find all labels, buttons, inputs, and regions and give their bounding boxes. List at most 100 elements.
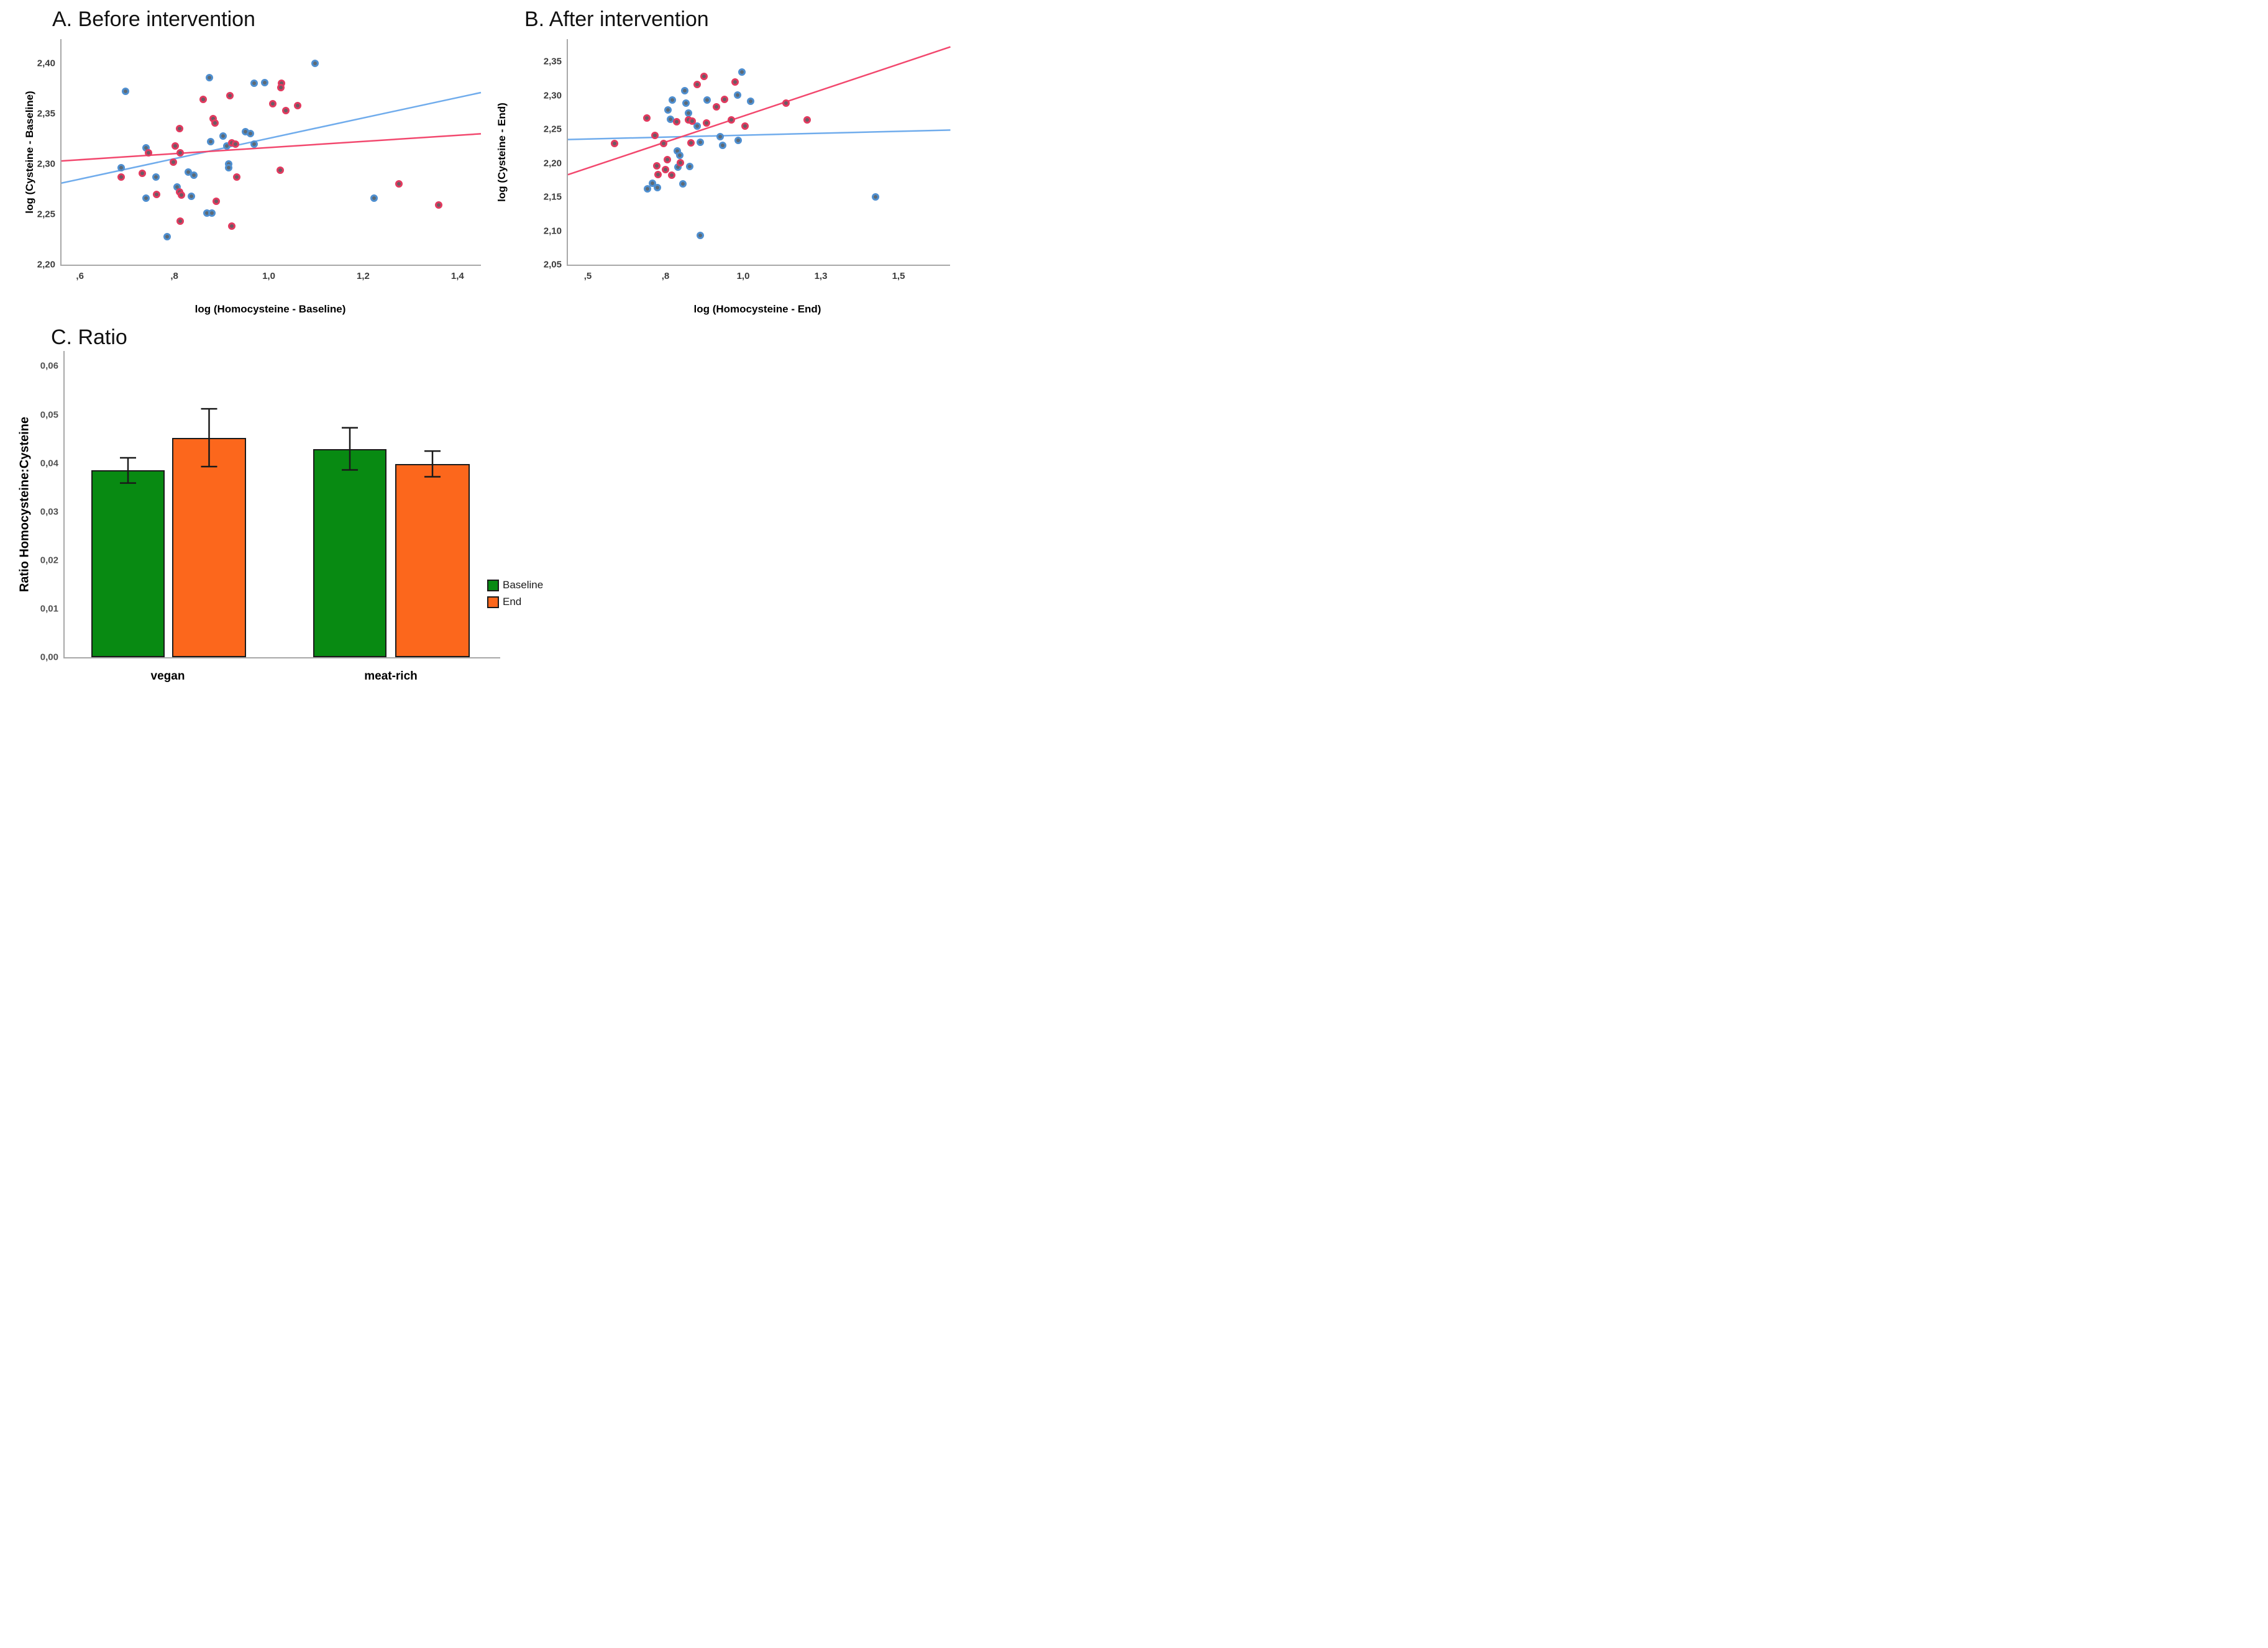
data-point-red-group [232, 140, 240, 148]
data-point-red-group [117, 173, 126, 181]
data-point-red-group [712, 103, 720, 111]
data-point-blue-group [697, 138, 704, 146]
data-point-blue-group [685, 163, 693, 171]
y-tick-label: 0,05 [40, 409, 58, 420]
data-point-red-group [178, 191, 186, 199]
panel-a-plot-area [60, 39, 482, 266]
data-point-red-group [211, 119, 219, 127]
data-point-red-group [659, 140, 667, 148]
data-point-blue-group [643, 185, 651, 193]
data-point-blue-group [250, 140, 258, 148]
data-point-blue-group [370, 194, 378, 203]
data-point-blue-group [680, 87, 688, 95]
data-point-red-group [269, 99, 277, 107]
trend-lines [567, 46, 951, 176]
y-tick-label: 2,35 [37, 108, 55, 119]
y-tick-label: 2,35 [543, 56, 562, 67]
trend-line-red-group [567, 46, 951, 176]
data-point-blue-group [122, 88, 130, 96]
y-tick-label: 0,03 [40, 506, 58, 517]
data-point-blue-group [669, 96, 676, 104]
error-bars [120, 407, 441, 484]
data-point-blue-group [664, 106, 672, 114]
y-tick-label: 2,30 [543, 90, 562, 101]
x-tick-label: ,8 [170, 271, 178, 281]
data-point-blue-group [142, 194, 150, 203]
trend-lines [61, 91, 482, 184]
legend-item-baseline: Baseline [487, 579, 543, 591]
data-point-red-group [434, 201, 442, 209]
data-point-red-group [741, 122, 749, 130]
data-point-blue-group [246, 130, 254, 138]
data-point-blue-group [679, 180, 687, 188]
data-point-blue-group [675, 151, 684, 159]
data-point-red-group [688, 117, 696, 125]
y-tick-label: 0,02 [40, 555, 58, 566]
x-tick-label: ,8 [661, 271, 670, 281]
panel-a-title: A. Before intervention [52, 7, 255, 31]
y-tick-label: 2,25 [37, 209, 55, 220]
data-point-blue-group [703, 96, 711, 104]
data-point-blue-group [871, 193, 879, 201]
y-tick-label: 2,40 [37, 58, 55, 69]
panel-b-plot-area [567, 39, 951, 266]
data-point-red-group [652, 162, 661, 170]
data-point-blue-group [261, 78, 269, 86]
data-point-blue-group [685, 109, 692, 117]
data-point-blue-group [208, 209, 216, 217]
category-label-meat-rich: meat-rich [364, 670, 418, 683]
data-point-red-group [687, 139, 695, 147]
data-point-blue-group [206, 138, 214, 146]
x-tick-label: 1,2 [356, 271, 370, 281]
x-tick-label: ,5 [583, 271, 592, 281]
data-point-red-group [176, 149, 185, 157]
data-point-blue-group [696, 232, 704, 240]
legend: Baseline End [487, 579, 543, 608]
data-point-blue-group [205, 73, 213, 81]
y-tick-label: 0,06 [40, 360, 58, 371]
y-tick-label: 0,00 [40, 652, 58, 663]
panel-b-x-axis-title: log (Homocysteine - End) [693, 303, 821, 315]
data-point-red-group [232, 173, 240, 181]
legend-swatch-baseline-icon [487, 579, 499, 591]
y-tick-label: 2,20 [37, 259, 55, 270]
data-point-red-group [803, 116, 811, 124]
data-point-red-group [138, 169, 146, 177]
panel-b-y-axis-title: log (Cysteine - End) [496, 102, 508, 202]
data-point-red-group [282, 107, 290, 115]
data-point-red-group [227, 222, 235, 230]
y-tick-label: 2,30 [37, 158, 55, 170]
data-point-red-group [703, 119, 710, 127]
y-tick-label: 2,15 [543, 191, 562, 203]
y-tick-label: 2,25 [543, 124, 562, 135]
data-point-red-group [277, 83, 285, 91]
data-point-red-group [169, 158, 177, 166]
data-point-red-group [700, 73, 708, 81]
x-tick-label: 1,5 [892, 271, 905, 281]
data-point-red-group [212, 197, 220, 205]
y-tick-label: 0,04 [40, 458, 58, 469]
figure: A. Before intervention B. After interven… [0, 0, 957, 696]
panel-b-title: B. After intervention [524, 7, 709, 31]
panel-c-plot-area [63, 351, 500, 658]
y-tick-label: 2,10 [543, 225, 562, 237]
x-tick-label: 1,3 [814, 271, 828, 281]
data-point-blue-group [734, 136, 742, 144]
x-tick-label: 1,4 [450, 271, 464, 281]
legend-swatch-end-icon [487, 596, 499, 608]
bar-end-vegan [172, 438, 246, 657]
data-point-red-group [395, 180, 403, 188]
legend-label-baseline: Baseline [503, 579, 544, 591]
data-point-blue-group [250, 80, 258, 88]
data-point-red-group [643, 114, 651, 122]
data-point-red-group [153, 190, 161, 198]
data-point-red-group [651, 132, 659, 140]
data-point-blue-group [746, 97, 754, 105]
x-tick-label: ,6 [76, 271, 84, 281]
data-point-blue-group [682, 99, 690, 107]
data-point-blue-group [653, 183, 661, 191]
data-point-red-group [731, 78, 739, 86]
y-tick-label: 2,20 [543, 158, 562, 169]
data-point-red-group [782, 99, 790, 107]
data-point-blue-group [163, 232, 171, 240]
